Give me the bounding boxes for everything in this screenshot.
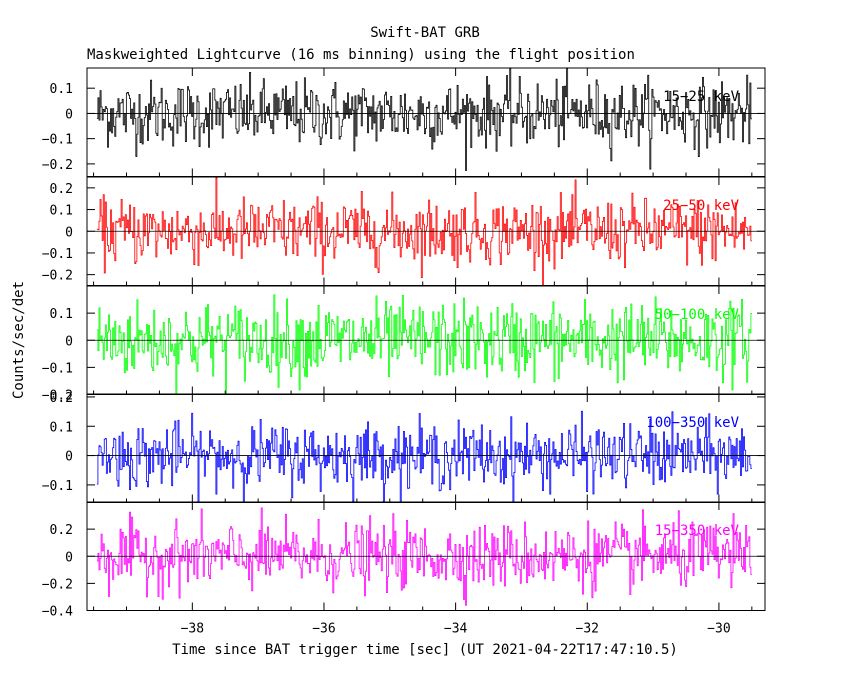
panel-2: 0.2 0.1 0 −0.1 −0.2 25−50 keV [42, 176, 766, 286]
series-line-1 [96, 68, 752, 171]
y-tick-label-3-3: −0.2 [42, 389, 73, 404]
y-tick-label-2-3: −0.1 [42, 247, 73, 262]
y-tick-label-3-0: 0.1 [50, 307, 73, 322]
x-tick-label-3: −32 [576, 622, 599, 637]
x-tick-label-0: −38 [181, 622, 204, 637]
x-tick-label-2: −34 [444, 622, 468, 637]
band-label-4: 100−350 keV [646, 415, 739, 431]
y-tick-label-2-0: 0.2 [50, 182, 73, 197]
y-tick-label-3-2: −0.1 [42, 361, 73, 376]
panel-5: 0.2 0 −0.2 −0.4 15−350 keV [42, 501, 766, 620]
y-tick-label-4-3: −0.1 [42, 479, 73, 494]
y-tick-label-5-0: 0.2 [50, 523, 73, 538]
series-line-3 [96, 294, 752, 395]
y-tick-label-5-3: −0.4 [42, 605, 73, 620]
series-line-5 [96, 507, 752, 606]
y-axis-label: Counts/sec/det [11, 281, 27, 399]
y-tick-label-4-1: 0.1 [50, 420, 73, 435]
chart-title: Swift-BAT GRB [370, 25, 480, 41]
x-axis-label: Time since BAT trigger time [sec] (UT 20… [172, 642, 678, 658]
y-tick-label-1-3: −0.2 [42, 158, 73, 173]
band-label-1: 15−25 keV [663, 89, 739, 105]
y-tick-label-2-1: 0.1 [50, 204, 73, 219]
y-tick-label-2-2: 0 [65, 225, 73, 240]
chart-subtitle: Maskweighted Lightcurve (16 ms binning) … [87, 47, 635, 63]
band-label-5: 15−350 keV [655, 523, 740, 539]
x-axis: −38 −36 −34 −32 −30 [93, 68, 753, 637]
x-tick-label-1: −36 [312, 622, 335, 637]
y-tick-label-3-1: 0 [65, 334, 73, 349]
y-tick-label-5-2: −0.2 [42, 577, 73, 592]
y-tick-label-4-2: 0 [65, 450, 73, 465]
panels-group: 0.1 0 −0.1 −0.2 15−25 keV 0.2 0.1 0 −0.1 −0.2 25−5… [42, 67, 766, 620]
x-tick-label-4: −30 [707, 622, 730, 637]
panel-3: 0.1 0 −0.1 −0.2 50−100 keV [42, 285, 766, 404]
y-tick-label-5-1: 0 [65, 550, 73, 565]
panel-1: 0.1 0 −0.1 −0.2 15−25 keV [42, 67, 766, 177]
y-tick-label-1-0: 0.1 [50, 82, 73, 97]
panel-frame-1 [86, 67, 766, 177]
band-label-2: 25−50 keV [663, 198, 739, 214]
panel-4: 0.2 0.1 0 −0.1 100−350 keV [42, 391, 766, 503]
band-label-3: 50−100 keV [655, 307, 740, 323]
series-line-2 [96, 177, 752, 286]
y-tick-label-2-4: −0.2 [42, 269, 73, 284]
y-tick-label-1-1: 0 [65, 107, 73, 122]
y-tick-label-1-2: −0.1 [42, 133, 73, 148]
y-tick-label-4-0: 0.2 [50, 391, 73, 406]
